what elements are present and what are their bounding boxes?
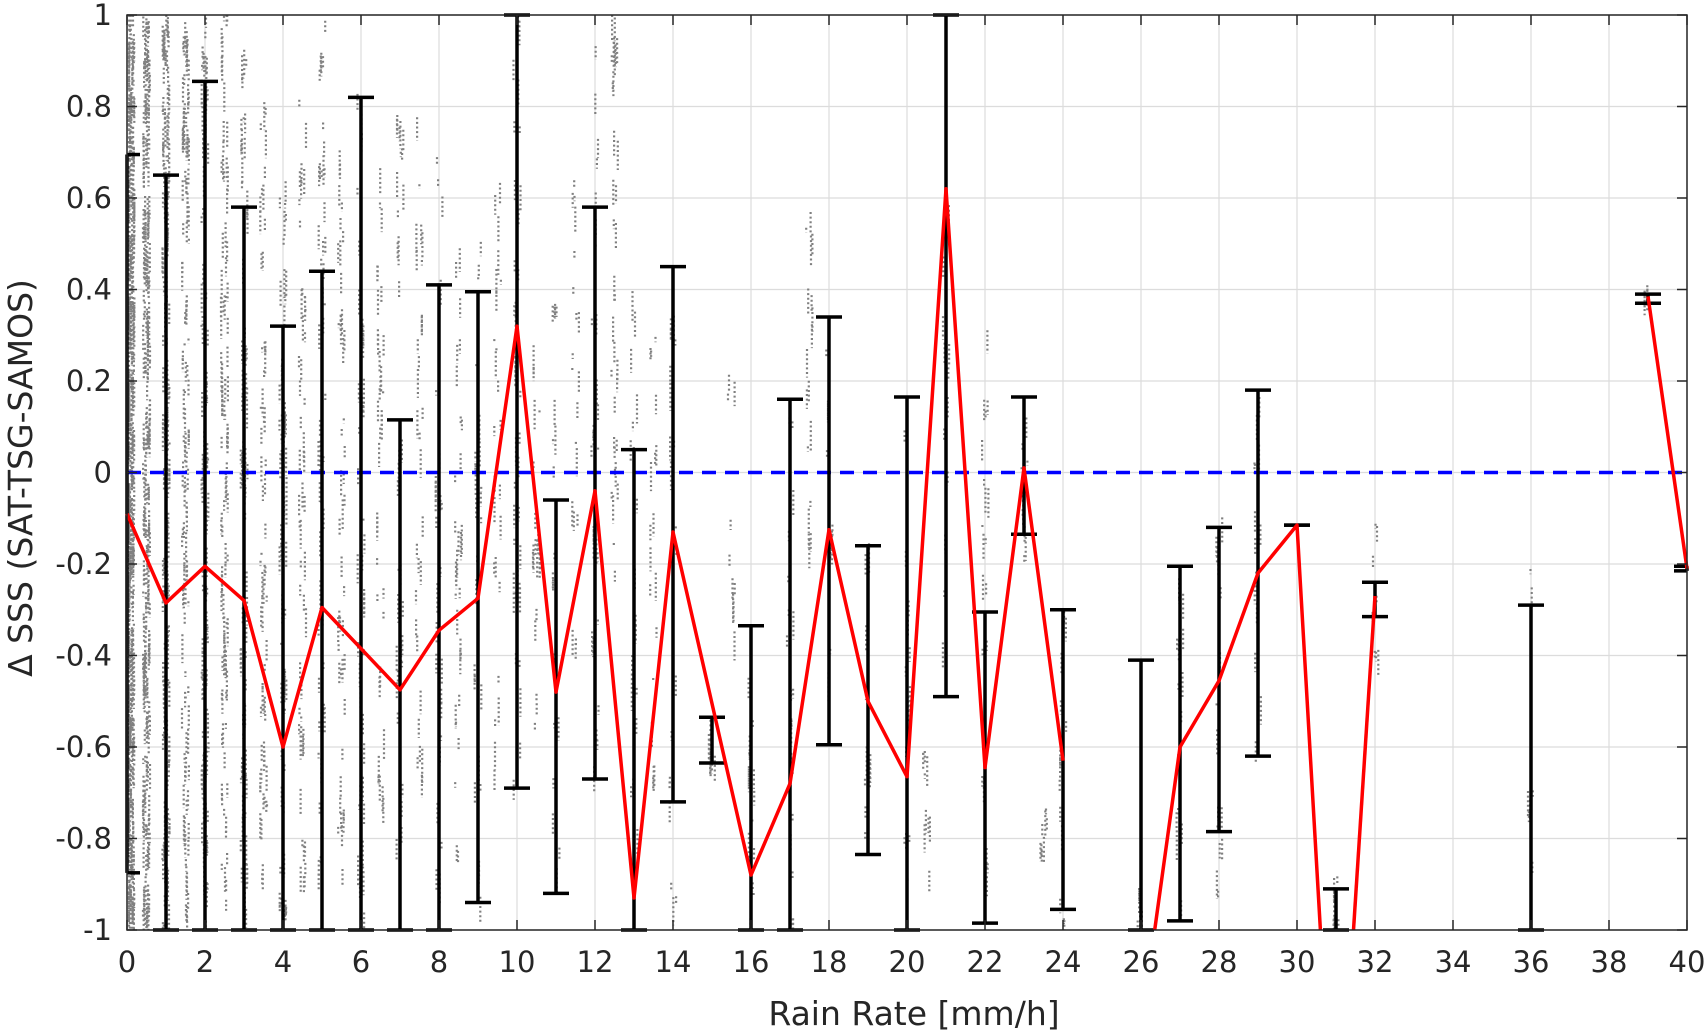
x-tick-label: 12 — [577, 945, 614, 979]
mean-line — [125, 187, 1689, 931]
y-tick-label: 0.8 — [66, 90, 112, 124]
x-tick-label: 16 — [733, 945, 770, 979]
x-tick-label: 2 — [196, 945, 214, 979]
mean-line-segment — [125, 187, 1065, 900]
x-tick-label: 28 — [1201, 945, 1238, 979]
scatter-points — [127, 15, 1649, 930]
x-tick-label: 36 — [1513, 945, 1550, 979]
x-tick-label: 22 — [967, 945, 1004, 979]
x-tick-label: 38 — [1591, 945, 1628, 979]
x-tick-label: 20 — [889, 945, 926, 979]
y-tick-labels: 1 0.8 0.6 0.4 0.2 0 -0.2 -0.4 -0.6 -0.8 -1 — [55, 0, 112, 947]
x-tick-label: 24 — [1045, 945, 1082, 979]
mean-line-segment — [1646, 296, 1689, 569]
x-tick-label: 32 — [1357, 945, 1394, 979]
y-tick-label: -0.4 — [55, 639, 112, 673]
x-tick-label: 18 — [811, 945, 848, 979]
mean-line-segment — [1351, 595, 1377, 931]
x-tick-labels: 0 2 4 6 8 10 12 14 16 18 20 22 24 26 28 30 32 34 36 38 40 — [118, 945, 1706, 979]
x-tick-label: 14 — [655, 945, 692, 979]
y-tick-label: 0.4 — [66, 273, 112, 307]
x-tick-label: 6 — [352, 945, 370, 979]
y-tick-label: -0.6 — [55, 730, 112, 764]
y-tick-label: -0.8 — [55, 822, 112, 856]
y-axis-title: Δ SSS (SAT-TSG-SAMOS) — [1, 279, 40, 677]
x-tick-label: 8 — [430, 945, 448, 979]
y-tick-label: 0.6 — [66, 181, 112, 215]
y-tick-label: 0.2 — [66, 364, 112, 398]
x-tick-label: 34 — [1435, 945, 1472, 979]
y-tick-label: -1 — [83, 913, 112, 947]
x-axis-title: Rain Rate [mm/h] — [768, 994, 1059, 1033]
y-tick-label: 0 — [94, 456, 112, 490]
y-tick-label: -0.2 — [55, 547, 112, 581]
plot-frame — [126, 14, 1688, 931]
x-tick-label: 4 — [274, 945, 292, 979]
x-tick-label: 0 — [118, 945, 136, 979]
mean-line-segment — [1152, 523, 1323, 931]
x-tick-label: 40 — [1669, 945, 1706, 979]
x-tick-label: 10 — [499, 945, 536, 979]
x-tick-label: 26 — [1123, 945, 1160, 979]
y-tick-label: 1 — [94, 0, 112, 32]
error-bars — [125, 13, 1689, 932]
x-tick-label: 30 — [1279, 945, 1316, 979]
